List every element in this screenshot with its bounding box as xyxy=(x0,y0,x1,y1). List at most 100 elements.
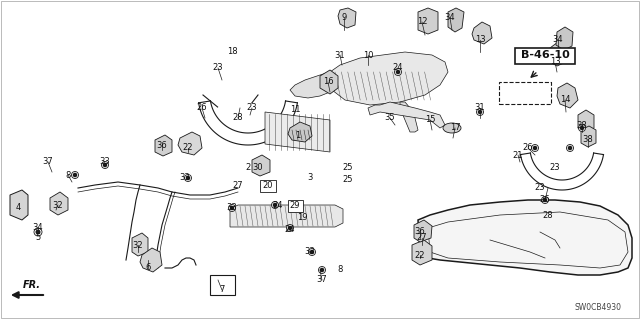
Text: 20: 20 xyxy=(263,181,273,189)
Text: 28: 28 xyxy=(543,211,554,219)
Polygon shape xyxy=(338,8,356,28)
Text: 38: 38 xyxy=(582,136,593,145)
Polygon shape xyxy=(155,135,172,156)
Text: 31: 31 xyxy=(335,50,346,60)
Text: 23: 23 xyxy=(550,164,560,173)
Text: 33: 33 xyxy=(305,248,316,256)
Text: 8: 8 xyxy=(337,265,342,275)
Polygon shape xyxy=(400,102,418,132)
Polygon shape xyxy=(557,83,578,108)
Circle shape xyxy=(34,228,42,236)
Circle shape xyxy=(104,163,107,167)
Text: 4: 4 xyxy=(15,204,20,212)
Circle shape xyxy=(396,70,399,74)
Text: 16: 16 xyxy=(323,78,333,86)
Text: SW0CB4930: SW0CB4930 xyxy=(575,303,621,313)
Circle shape xyxy=(568,146,572,150)
Text: 30: 30 xyxy=(253,164,263,173)
Text: 37: 37 xyxy=(43,158,53,167)
Polygon shape xyxy=(132,233,148,256)
Text: FR.: FR. xyxy=(23,280,41,290)
Text: 22: 22 xyxy=(183,144,193,152)
Text: 37: 37 xyxy=(317,276,328,285)
Circle shape xyxy=(308,249,316,256)
Polygon shape xyxy=(556,27,573,50)
Polygon shape xyxy=(10,190,28,220)
Circle shape xyxy=(319,266,326,273)
Circle shape xyxy=(394,69,401,76)
Text: 35: 35 xyxy=(385,114,396,122)
Polygon shape xyxy=(418,8,438,34)
Text: 26: 26 xyxy=(196,103,207,113)
Text: 33: 33 xyxy=(180,174,190,182)
Ellipse shape xyxy=(443,123,461,133)
FancyBboxPatch shape xyxy=(260,180,276,192)
Circle shape xyxy=(230,206,234,210)
Text: 36: 36 xyxy=(157,140,168,150)
Text: 26: 26 xyxy=(523,144,533,152)
Text: 23: 23 xyxy=(246,103,257,113)
Text: 24: 24 xyxy=(285,226,295,234)
Text: 10: 10 xyxy=(363,50,373,60)
Text: 14: 14 xyxy=(560,95,570,105)
Circle shape xyxy=(579,124,586,131)
Text: 17: 17 xyxy=(450,123,460,132)
Polygon shape xyxy=(320,70,338,94)
Text: B-46-10: B-46-10 xyxy=(520,50,570,60)
Circle shape xyxy=(273,204,276,207)
Text: 15: 15 xyxy=(425,115,435,124)
Bar xyxy=(210,275,235,295)
Text: 19: 19 xyxy=(297,213,307,222)
Text: 5: 5 xyxy=(35,234,40,242)
Polygon shape xyxy=(265,112,330,152)
Text: 12: 12 xyxy=(417,18,428,26)
Text: 23: 23 xyxy=(212,63,223,72)
Circle shape xyxy=(321,268,324,271)
Polygon shape xyxy=(578,110,594,133)
Polygon shape xyxy=(288,122,312,142)
Text: 6: 6 xyxy=(145,263,150,272)
Text: 13: 13 xyxy=(475,35,485,44)
Text: 31: 31 xyxy=(475,103,485,113)
Text: 9: 9 xyxy=(341,13,347,23)
Text: 33: 33 xyxy=(100,158,110,167)
Polygon shape xyxy=(178,132,202,155)
Text: 25: 25 xyxy=(343,164,353,173)
Circle shape xyxy=(102,161,109,168)
Text: 2: 2 xyxy=(245,164,251,173)
Polygon shape xyxy=(50,192,68,215)
Polygon shape xyxy=(448,8,464,32)
Text: 25: 25 xyxy=(343,175,353,184)
Circle shape xyxy=(228,204,236,211)
Circle shape xyxy=(271,202,278,209)
Circle shape xyxy=(36,230,40,234)
Polygon shape xyxy=(581,126,596,147)
Text: 27: 27 xyxy=(417,234,428,242)
Polygon shape xyxy=(252,155,270,176)
Text: 33: 33 xyxy=(227,204,237,212)
Text: 36: 36 xyxy=(415,227,426,236)
Polygon shape xyxy=(412,240,432,265)
Text: 38: 38 xyxy=(577,121,588,130)
Text: 27: 27 xyxy=(233,181,243,189)
Text: 23: 23 xyxy=(534,183,545,192)
Circle shape xyxy=(310,250,314,254)
Text: 34: 34 xyxy=(33,224,44,233)
Circle shape xyxy=(566,145,573,152)
Text: 32: 32 xyxy=(132,241,143,249)
Text: 26: 26 xyxy=(540,196,550,204)
Polygon shape xyxy=(140,248,162,272)
Circle shape xyxy=(541,197,548,204)
Polygon shape xyxy=(230,205,343,227)
Text: 7: 7 xyxy=(220,286,225,294)
Circle shape xyxy=(533,146,536,150)
Text: 8: 8 xyxy=(65,170,70,180)
Circle shape xyxy=(580,126,584,130)
Circle shape xyxy=(72,172,79,179)
Text: 29: 29 xyxy=(290,201,300,210)
Text: 11: 11 xyxy=(290,106,300,115)
Circle shape xyxy=(531,145,538,152)
Text: 1: 1 xyxy=(296,131,301,140)
Text: 32: 32 xyxy=(52,201,63,210)
Text: 13: 13 xyxy=(550,57,560,66)
